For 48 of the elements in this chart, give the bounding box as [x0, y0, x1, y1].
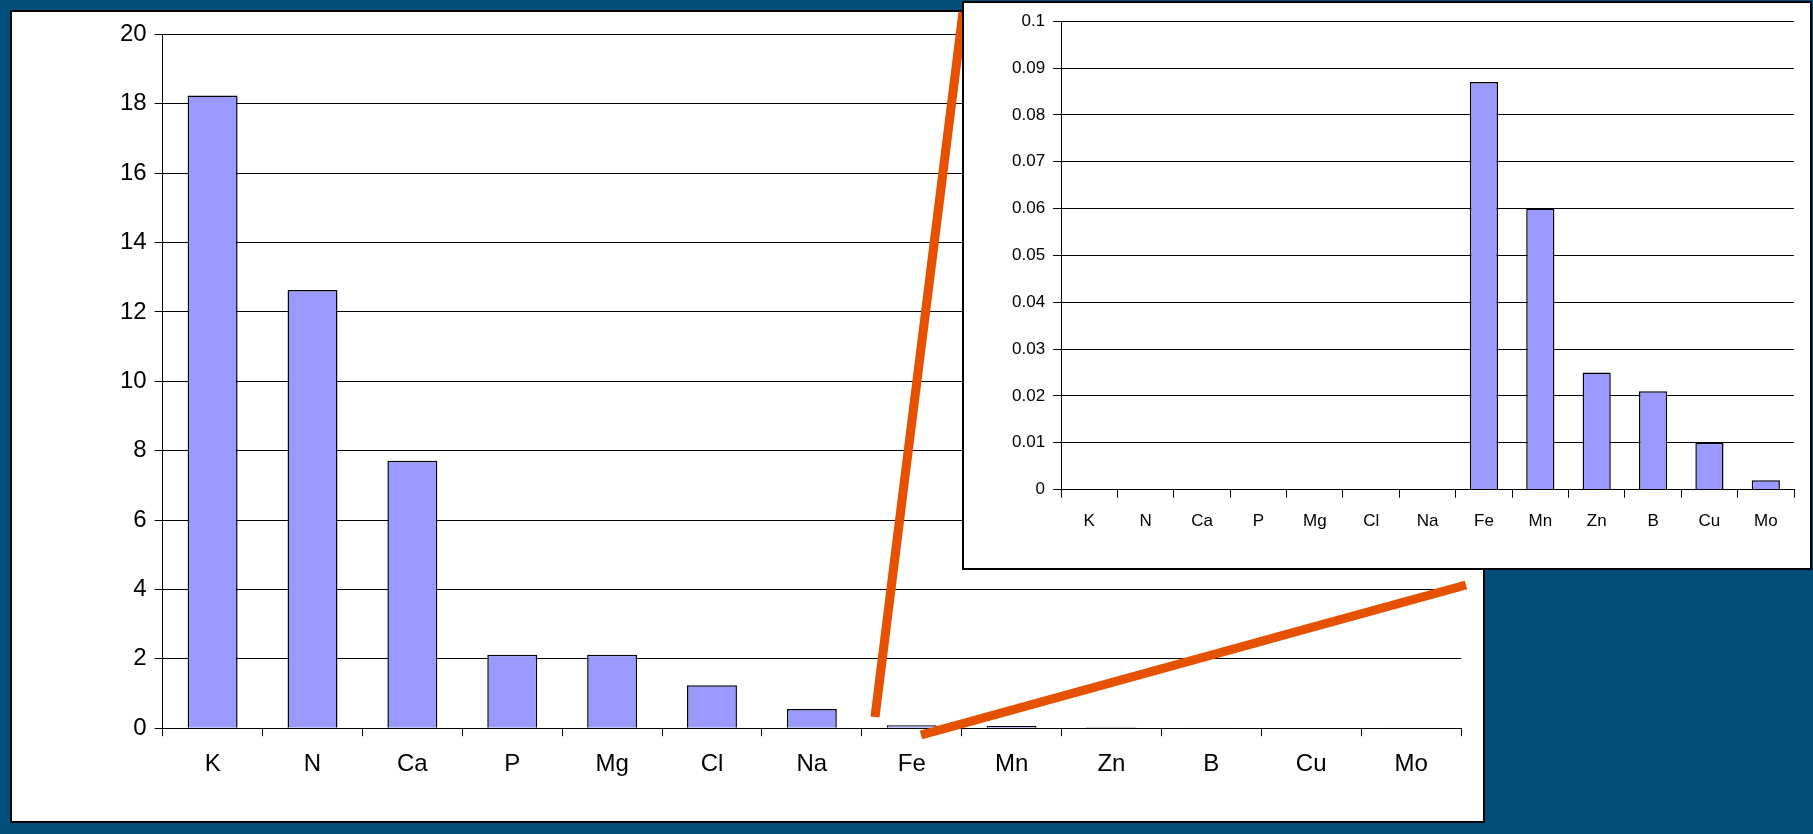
x-tick-label: P	[1252, 511, 1265, 531]
y-tick-label: 0.02	[1011, 385, 1046, 405]
y-tick-label: 0.04	[1011, 291, 1046, 311]
x-tick-label: N	[303, 749, 322, 777]
y-tick-label: 12	[119, 296, 147, 324]
x-tick-label: N	[1139, 511, 1152, 531]
x-tick-label: B	[1647, 511, 1659, 531]
x-tick-label: K	[204, 749, 221, 777]
x-tick-label: Cl	[1363, 511, 1380, 531]
x-tick-label: Cu	[1295, 749, 1327, 777]
y-tick-label: 0	[133, 712, 147, 740]
y-tick-label: 6	[133, 504, 147, 532]
x-tick-label: Fe	[1474, 511, 1494, 531]
y-tick-label: 0.07	[1011, 151, 1046, 171]
x-tick-label: B	[1203, 749, 1220, 777]
y-tick-label: 2	[133, 643, 147, 671]
y-tick-label: 0.03	[1011, 338, 1046, 358]
x-tick-label: Ca	[1191, 511, 1214, 531]
y-tick-label: 4	[133, 574, 147, 602]
y-tick-label: 18	[119, 88, 147, 116]
x-tick-label: Zn	[1097, 749, 1126, 777]
y-tick-label: 14	[119, 227, 147, 255]
x-tick-label: Mg	[595, 749, 629, 777]
x-tick-label: Ca	[397, 749, 429, 777]
y-tick-label: 0.08	[1011, 104, 1046, 124]
x-tick-label: Mn	[1528, 511, 1553, 531]
y-tick-label: 10	[119, 365, 147, 393]
x-tick-label: Cu	[1698, 511, 1721, 531]
y-tick-label: 20	[119, 19, 147, 47]
y-tick-label: 0.1	[1021, 10, 1046, 30]
x-tick-label: Na	[796, 749, 828, 777]
x-tick-label: Cl	[700, 749, 724, 777]
y-tick-label: 16	[119, 157, 147, 185]
y-tick-label: 0.06	[1011, 198, 1046, 218]
y-tick-label: 0.09	[1011, 57, 1046, 77]
x-tick-label: Fe	[897, 749, 926, 777]
x-tick-label: Mo	[1754, 511, 1778, 531]
y-tick-label: 0.05	[1011, 245, 1046, 265]
y-tick-label: 0	[1035, 479, 1046, 499]
x-tick-label: Mo	[1394, 749, 1428, 777]
y-tick-label: 0.01	[1011, 432, 1046, 452]
x-tick-label: Na	[1416, 511, 1439, 531]
y-tick-label: 8	[133, 435, 147, 463]
x-tick-label: Mg	[1302, 511, 1327, 531]
x-tick-label: Mn	[994, 749, 1029, 777]
x-tick-label: Zn	[1586, 511, 1607, 531]
x-tick-label: K	[1083, 511, 1096, 531]
x-tick-label: P	[504, 749, 521, 777]
